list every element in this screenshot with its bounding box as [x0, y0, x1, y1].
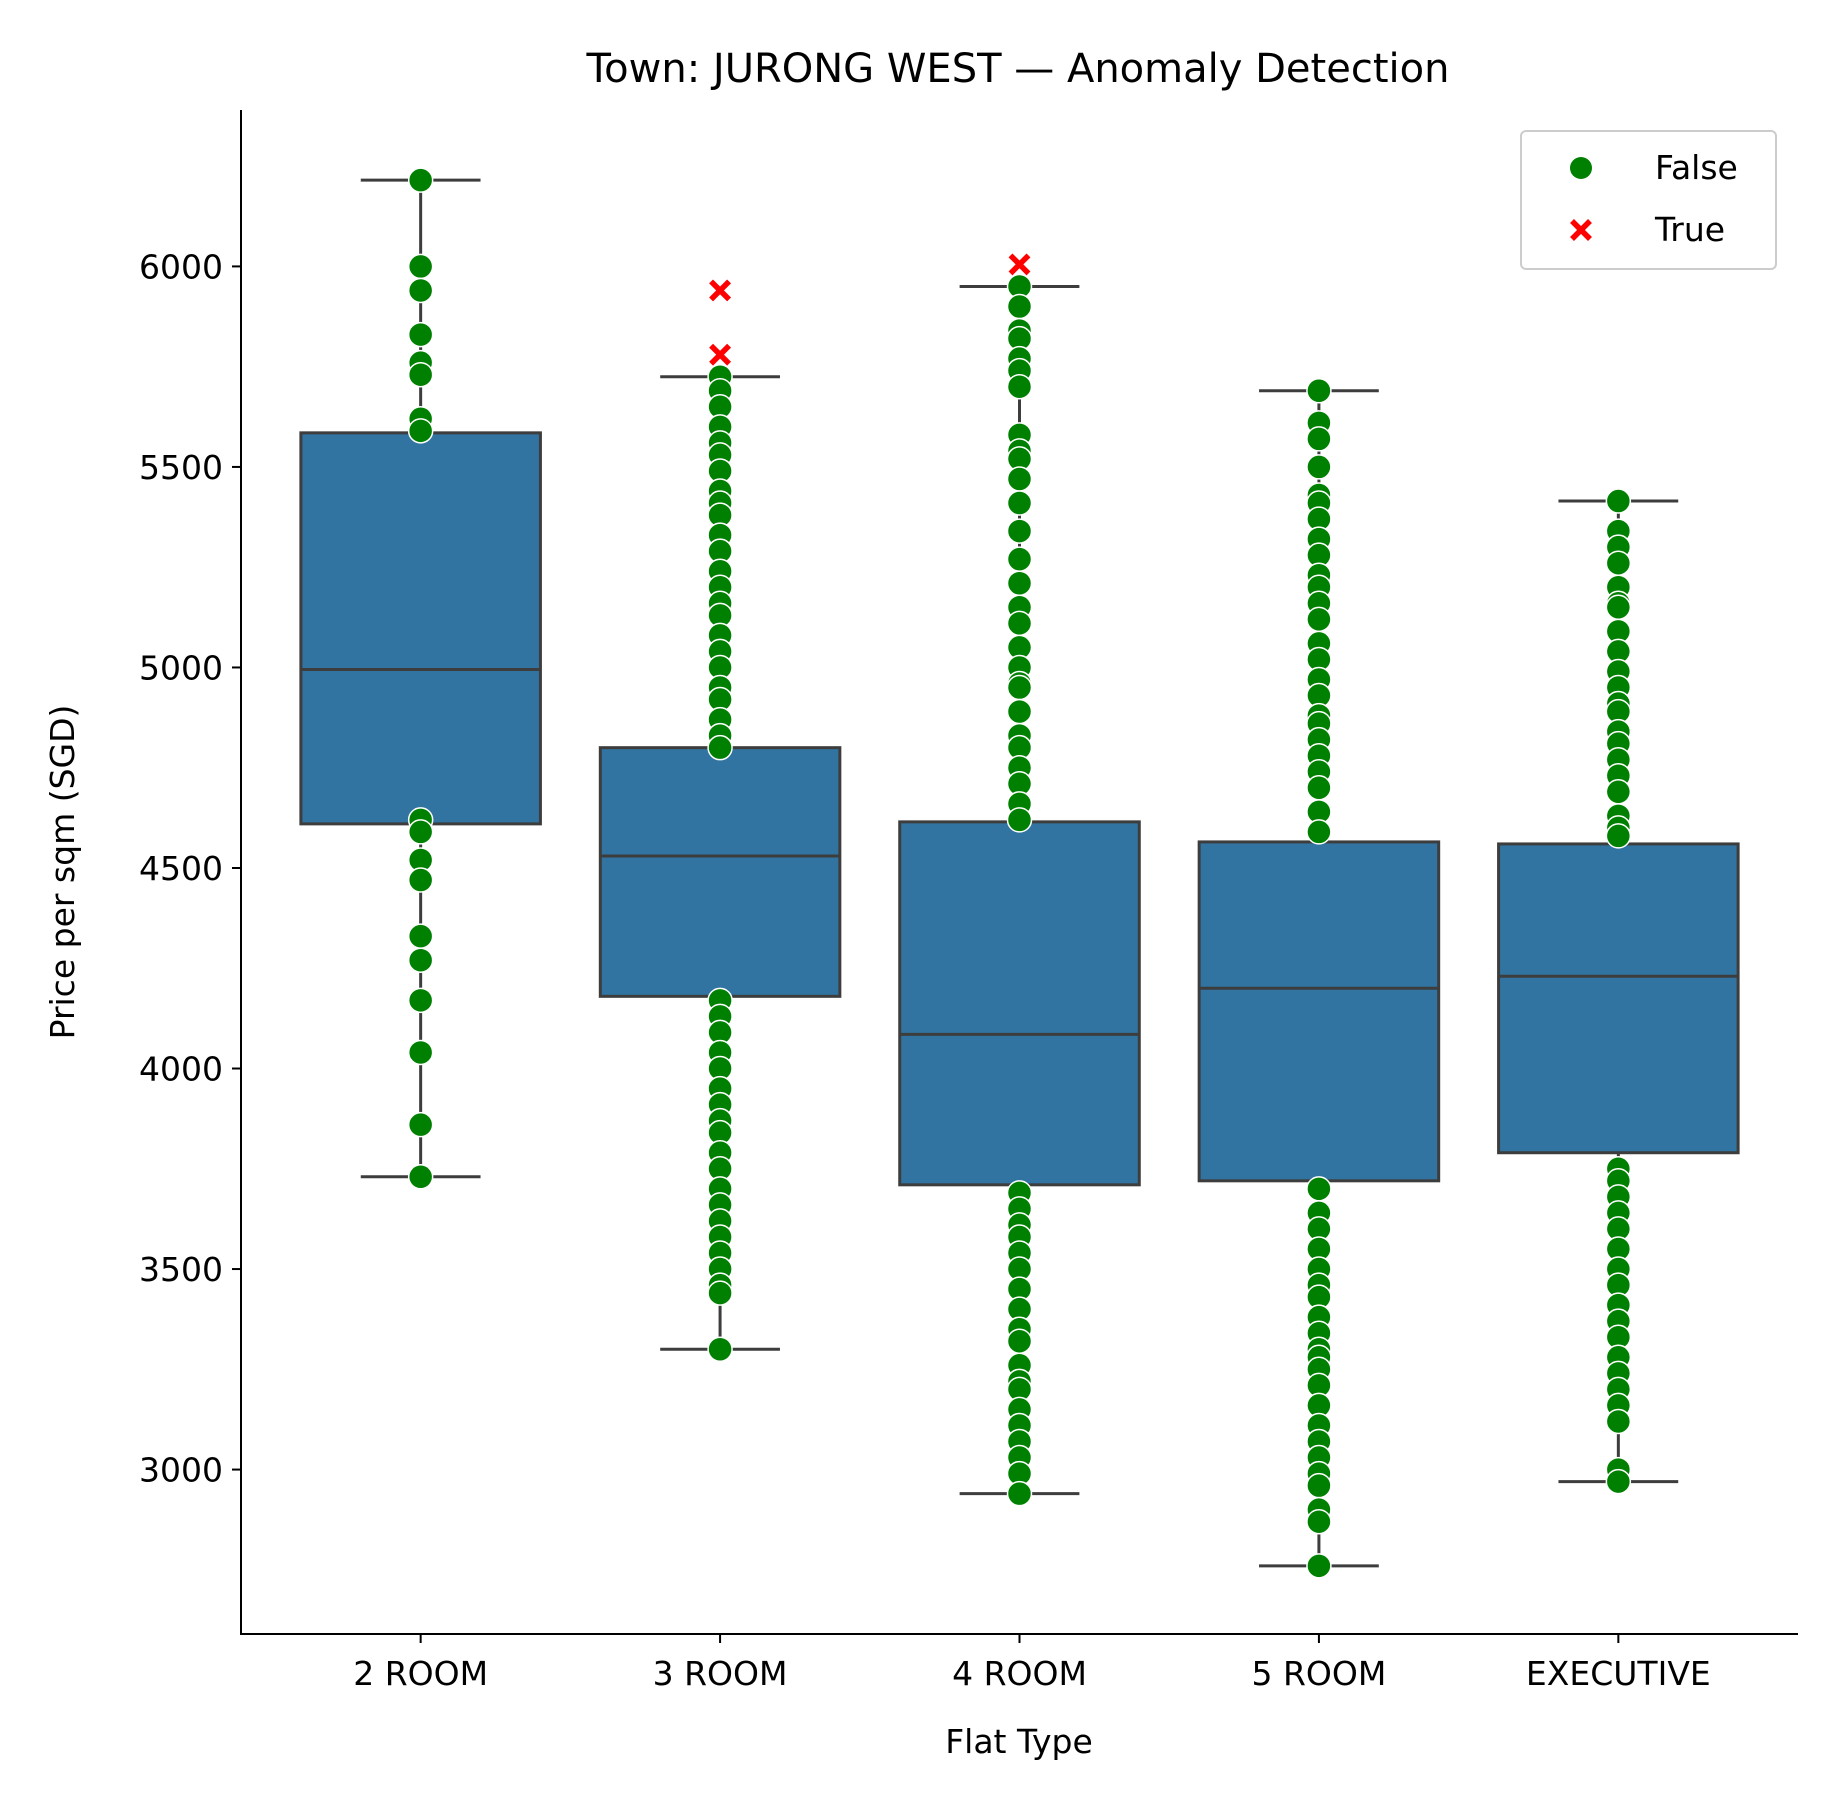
point-false	[1605, 1408, 1632, 1435]
point-false	[1306, 1508, 1332, 1535]
point-false	[1006, 1328, 1033, 1354]
point-false	[407, 819, 434, 845]
x-axis-label: Flat Type	[945, 1722, 1093, 1761]
y-tick-label: 6000	[139, 247, 223, 286]
point-false	[1605, 823, 1632, 849]
point-false	[407, 1111, 434, 1138]
box-4-room	[898, 284, 1141, 1496]
point-false	[407, 987, 434, 1014]
legend-label-true: True	[1654, 210, 1725, 249]
point-false	[1306, 1472, 1332, 1499]
chart-title: Town: JURONG WEST — Anomaly Detection	[586, 46, 1450, 92]
series-true	[709, 253, 1031, 366]
point-false	[1006, 610, 1033, 637]
point-false	[1006, 466, 1033, 492]
point-false	[1306, 1553, 1332, 1579]
point-false	[1306, 454, 1332, 480]
point-false	[707, 1280, 733, 1306]
iqr-box	[898, 820, 1141, 1187]
y-axis-label: Price per sqm (SGD)	[43, 705, 82, 1040]
x-tick-label: EXECUTIVE	[1526, 1654, 1711, 1693]
point-false	[1006, 674, 1033, 701]
point-false	[1605, 488, 1632, 514]
point-false	[1306, 819, 1332, 845]
x-tick-label: 4 ROOM	[952, 1654, 1087, 1693]
iqr-box	[1197, 840, 1441, 1183]
point-false	[707, 1336, 733, 1363]
point-false	[407, 1164, 434, 1190]
y-tick-label: 3000	[139, 1451, 223, 1490]
legend-label-false: False	[1655, 148, 1738, 187]
point-false	[407, 418, 434, 444]
x-axis-ticks: 2 ROOM 3 ROOM 4 ROOM 5 ROOM EXECUTIVE	[353, 1634, 1711, 1693]
y-tick-label: 5500	[139, 448, 223, 487]
series-false	[407, 167, 1632, 1579]
point-false	[1006, 490, 1033, 516]
point-false	[1306, 775, 1332, 801]
iqr-box	[299, 431, 542, 826]
iqr-box	[598, 746, 842, 998]
point-false	[407, 167, 434, 193]
point-false	[407, 1039, 434, 1066]
point-false	[1006, 570, 1033, 596]
point-false	[407, 253, 434, 280]
point-false	[407, 947, 434, 973]
y-tick-label: 4500	[139, 849, 223, 888]
point-false	[407, 321, 434, 348]
point-true	[709, 343, 732, 366]
point-false	[1006, 1480, 1033, 1507]
point-false	[1006, 293, 1033, 320]
plot-area	[299, 167, 1740, 1579]
point-false	[1605, 594, 1632, 621]
y-tick-label: 4000	[139, 1050, 223, 1089]
legend: False True	[1520, 130, 1777, 270]
point-false	[1006, 698, 1033, 725]
point-false	[1306, 377, 1332, 404]
legend-marker-false	[1570, 157, 1592, 179]
point-false	[1006, 546, 1033, 572]
point-false	[1306, 606, 1332, 633]
point-false	[707, 734, 733, 761]
point-false	[407, 867, 434, 893]
point-false	[1006, 373, 1033, 400]
point-false	[407, 277, 434, 304]
point-true	[709, 279, 732, 302]
point-false	[407, 923, 434, 949]
x-tick-label: 3 ROOM	[653, 1654, 788, 1693]
point-false	[1006, 807, 1033, 833]
point-false	[1006, 518, 1033, 544]
y-tick-label: 3500	[139, 1250, 223, 1289]
point-false	[1605, 550, 1632, 576]
point-false	[1605, 779, 1632, 805]
point-true	[1008, 253, 1031, 276]
point-false	[407, 361, 434, 388]
y-tick-label: 5000	[139, 648, 223, 687]
x-tick-label: 2 ROOM	[353, 1654, 488, 1693]
y-axis-ticks: 3000 3500 4000 4500 5000 5500 6000	[139, 247, 241, 1490]
iqr-box	[1497, 842, 1740, 1155]
x-tick-label: 5 ROOM	[1252, 1654, 1387, 1693]
box-2-room	[299, 178, 542, 1179]
point-false	[1306, 426, 1332, 452]
point-false	[1605, 1468, 1632, 1495]
legend-marker-true	[1570, 219, 1592, 241]
point-false	[1306, 1176, 1332, 1202]
